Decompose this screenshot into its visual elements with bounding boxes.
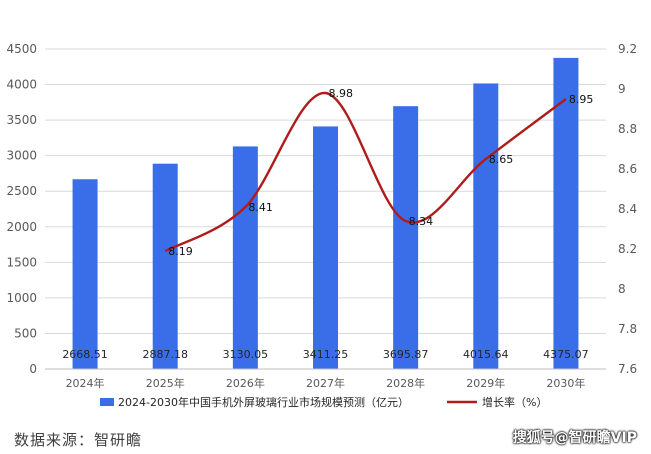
legend-bar-swatch [100, 398, 114, 406]
bar [152, 163, 178, 369]
right-tick-label: 8.8 [618, 122, 637, 136]
legend-bar-label: 2024-2030年中国手机外屏玻璃行业市场规模预测（亿元） [118, 395, 409, 409]
chart: 0 500 1000 1500 2000 2500 3000 3500 4000 4500 7.6… [6, 42, 637, 409]
x-category-label: 2030年 [546, 376, 585, 390]
x-category-label: 2027年 [306, 376, 345, 390]
bar [72, 179, 98, 369]
rate-value-label: 8.95 [569, 93, 594, 106]
left-tick-label: 3500 [6, 113, 37, 127]
rate-value-labels: 8.19 8.41 8.98 8.34 8.65 8.95 [168, 87, 593, 258]
x-category-label: 2029年 [466, 376, 505, 390]
rate-value-label: 8.65 [489, 153, 514, 166]
bar-value-label: 4015.64 [463, 348, 509, 361]
left-tick-label: 1000 [6, 291, 37, 305]
right-tick-label: 8 [618, 282, 626, 296]
left-tick-label: 4500 [6, 42, 37, 56]
growth-rate-line [164, 91, 567, 253]
legend-line-label: 增长率（%） [482, 395, 547, 409]
bar-value-labels: 2668.51 2887.18 3130.05 3411.25 3695.87 4015.… [62, 348, 588, 361]
bar-value-label: 3411.25 [303, 348, 349, 361]
right-tick-label: 8.6 [618, 162, 637, 176]
bar [313, 126, 338, 369]
right-tick-label: 8.4 [618, 202, 637, 216]
left-tick-label: 3000 [6, 149, 37, 163]
left-tick-label: 1500 [6, 255, 37, 269]
x-axis-categories: 2024年 2025年 2026年 2027年 2028年 2029年 2030年 [66, 376, 586, 390]
left-tick-label: 4000 [6, 78, 37, 92]
bar [232, 146, 258, 369]
bar-value-label: 3130.05 [223, 348, 269, 361]
right-tick-label: 9 [618, 82, 626, 96]
bar-value-label: 2668.51 [62, 348, 108, 361]
x-category-label: 2028年 [386, 376, 425, 390]
x-category-label: 2024年 [66, 376, 105, 390]
left-axis-ticks: 0 500 1000 1500 2000 2500 3000 3500 4000 4500 [6, 42, 37, 376]
rate-value-label: 8.41 [248, 201, 273, 214]
right-tick-label: 9.2 [618, 42, 637, 56]
bar-value-label: 4375.07 [543, 348, 589, 361]
left-tick-label: 2500 [6, 184, 37, 198]
rate-value-label: 8.98 [329, 87, 354, 100]
legend: 2024-2030年中国手机外屏玻璃行业市场规模预测（亿元） 增长率（%） [100, 395, 547, 409]
right-tick-label: 8.2 [618, 242, 637, 256]
bar [553, 57, 579, 369]
right-tick-label: 7.6 [618, 362, 637, 376]
left-tick-label: 0 [29, 362, 37, 376]
watermark: 搜狐号@智研瞻VIP [512, 430, 637, 446]
bar [393, 106, 419, 369]
x-category-label: 2026年 [226, 376, 265, 390]
left-tick-label: 2000 [6, 220, 37, 234]
left-tick-label: 500 [14, 326, 37, 340]
bar-value-label: 2887.18 [142, 348, 188, 361]
bar-series [72, 57, 579, 370]
right-tick-label: 7.8 [618, 322, 637, 336]
rate-value-label: 8.19 [168, 245, 193, 258]
rate-value-label: 8.34 [409, 215, 434, 228]
bar-value-label: 3695.87 [383, 348, 429, 361]
right-axis-ticks: 7.6 7.8 8 8.2 8.4 8.6 8.8 9 9.2 [618, 42, 637, 376]
data-source-note: 数据来源：智研瞻 [14, 431, 143, 449]
bar [473, 83, 499, 370]
x-category-label: 2025年 [146, 376, 185, 390]
